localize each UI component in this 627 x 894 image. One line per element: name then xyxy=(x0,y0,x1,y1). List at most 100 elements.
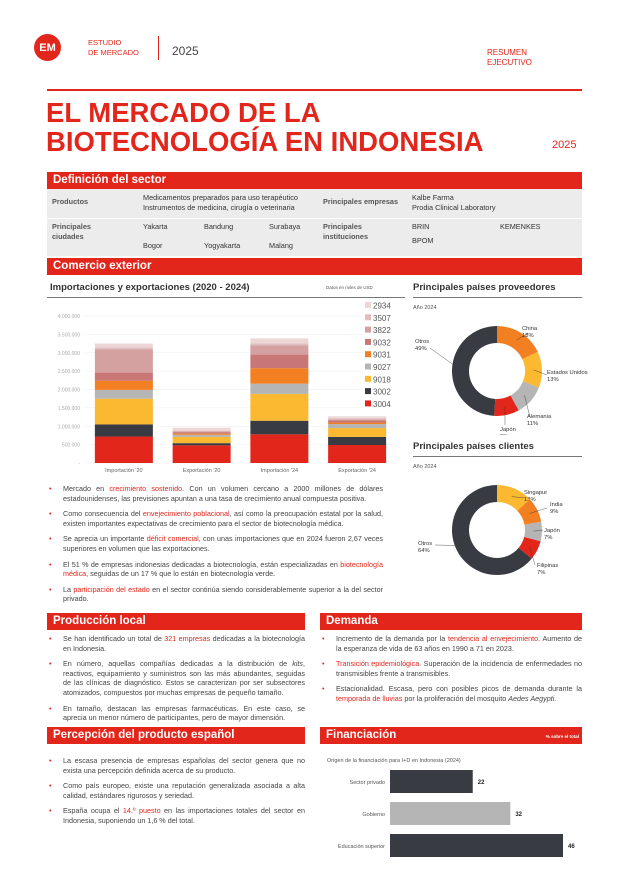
bar-segment-3002 xyxy=(250,420,309,435)
legend-swatch xyxy=(365,400,371,407)
slice-value: 9% xyxy=(550,509,558,515)
y-tick-label: 500.000 xyxy=(62,443,80,449)
bullet-item: Mercado en crecimiento sostenido. Con un… xyxy=(47,484,383,503)
bullet-item: Transición epidemiológica. Superación de… xyxy=(320,659,582,678)
slice-value: 9% xyxy=(500,434,508,435)
bullet-text: , así como la preocupación estatal por l… xyxy=(63,509,383,528)
clientes-rule xyxy=(413,456,582,457)
legend-label: 9032 xyxy=(373,338,391,347)
slice-label: China xyxy=(522,326,538,332)
bullet-text: En número, aquellas compañías dedicadas … xyxy=(63,659,293,669)
financiacion-note: % sobre el total xyxy=(545,734,579,739)
trade-chart: - 500.000 1.000.000 1.500.000 2.000.000 2.500… xyxy=(58,300,396,474)
percepcion-bullets: La escasa presencia de empresas española… xyxy=(47,756,305,832)
bar-segment-2934 xyxy=(250,338,309,344)
bullet-text: , seguidas de un 17 % que lo están en bi… xyxy=(86,569,276,579)
institucion: KEMENKES xyxy=(500,222,541,231)
leader-line xyxy=(533,369,548,376)
bullet-text: España ocupa el xyxy=(63,806,123,816)
section-demanda: Demanda xyxy=(320,613,582,630)
leader-line xyxy=(529,507,548,514)
slice-label: Singapur xyxy=(524,490,547,496)
ciudad: Bandung xyxy=(204,222,234,231)
bullet-text: Se han identificado un total de xyxy=(63,634,165,643)
bar-segment-3507 xyxy=(250,343,309,346)
bar-segment-9032 xyxy=(172,432,231,434)
funding-category: Educación superior xyxy=(338,844,385,850)
producto: Medicamentos preparados para uso terapéu… xyxy=(143,193,298,202)
proveedores-year: Año 2024 xyxy=(413,305,437,311)
slice-value: 13% xyxy=(547,377,559,383)
title-year: 2025 xyxy=(552,139,577,151)
section-comercio: Comercio exterior xyxy=(47,258,582,275)
highlight-text: biotecnología médica xyxy=(63,559,383,579)
bullet-item: España ocupa el 14.º puesto en las impor… xyxy=(47,806,305,825)
bullet-item: La escasa presencia de empresas española… xyxy=(47,756,305,775)
ciudad: Surabaya xyxy=(269,222,301,231)
leader-line xyxy=(511,496,525,499)
funding-value: 32 xyxy=(515,812,522,818)
x-tick-label: Exportación '24 xyxy=(338,468,376,474)
bullet-text: . xyxy=(554,693,557,703)
bar-segment-3004 xyxy=(172,445,231,463)
ciudades-label: Principales ciudades xyxy=(52,222,91,241)
slice-label: Estados Unidos xyxy=(547,370,588,376)
financiacion-heading: Financiación xyxy=(326,729,397,741)
highlight-text: crecimiento sostenido xyxy=(109,484,183,493)
leader-line xyxy=(429,347,461,371)
bullet-text: . Superación de la incidencia de enferme… xyxy=(336,659,582,678)
legend-swatch xyxy=(365,351,371,358)
chart-rule xyxy=(47,297,405,298)
highlight-text: participación del estado xyxy=(73,584,150,594)
divider xyxy=(158,36,159,60)
bullet-text: en las importaciones totales del sector … xyxy=(63,806,305,825)
bar-segment-9031 xyxy=(172,433,231,435)
leader-line xyxy=(524,395,531,418)
donut-slice xyxy=(494,395,519,416)
units-note: Datos en miles de USD xyxy=(326,285,373,290)
bullet-item: Como país europeo, existe una reputación… xyxy=(47,781,305,800)
bullet-text: En tamaño, destacan las empresas farmacé… xyxy=(63,703,305,723)
institucion: BPOM xyxy=(412,236,434,245)
bar-segment-3822 xyxy=(250,345,309,355)
financiacion-subtitle: Origen de la financiación para I+D en In… xyxy=(327,758,461,764)
ciudad: Yogyakarta xyxy=(204,241,241,250)
donut-slice xyxy=(497,326,538,360)
bullet-text: Aedes Aegypti xyxy=(508,693,555,703)
bar-segment-9032 xyxy=(328,420,387,423)
funding-bar xyxy=(390,802,511,825)
donut-slice xyxy=(524,521,542,542)
bar-segment-3822 xyxy=(172,431,231,433)
donut-slice xyxy=(517,499,542,525)
bullet-text: El 51 % de empresas indonesias dedicadas… xyxy=(63,559,341,569)
y-tick-label: 4.000.000 xyxy=(58,314,80,320)
donut-slice xyxy=(497,485,530,511)
legend-swatch xyxy=(365,338,371,345)
legend-label: 3002 xyxy=(373,388,391,397)
bullet-item: Estacionalidad. Escasa, pero con posible… xyxy=(320,684,582,703)
header-year: 2025 xyxy=(172,44,199,58)
y-tick-label: 1.000.000 xyxy=(58,424,80,430)
doc-type: RESUMEN EJECUTIVO xyxy=(487,48,532,68)
producto: Instrumentos de medicina, cirugía o vete… xyxy=(143,203,295,212)
demanda-bullets: Incremento de la demanda por la tendenci… xyxy=(320,634,582,710)
bullet-item: En tamaño, destacan las empresas farmacé… xyxy=(47,704,305,723)
highlight-text: 14.º puesto xyxy=(122,806,161,816)
bar-segment-2934 xyxy=(172,427,231,431)
bar-segment-9027 xyxy=(172,434,231,437)
clientes-donut: Singapur13%India9%Japón7%Filipinas7%Otro… xyxy=(418,485,563,576)
slice-label: India xyxy=(550,502,563,508)
bullet-text: Como país europeo, existe una reputación… xyxy=(63,781,305,800)
funding-category: Sector privado xyxy=(350,780,385,786)
legend-swatch xyxy=(365,314,371,321)
bullet-text: , con unas importaciones que en 2024 fue… xyxy=(63,534,383,553)
slice-label: Otros xyxy=(415,339,429,345)
bullet-item: Se aprecia un importante déficit comerci… xyxy=(47,534,383,553)
bullet-item: En número, aquellas compañías dedicadas … xyxy=(47,659,305,697)
institucion: BRIN xyxy=(412,222,430,231)
bullet-text: La xyxy=(63,584,74,594)
y-tick-label: 3.000.000 xyxy=(58,351,80,357)
leader-line xyxy=(529,546,536,566)
bullet-item: Se han identificado un total de 321 empr… xyxy=(47,634,305,653)
bullet-item: La participación del estado en el sector… xyxy=(47,585,383,604)
